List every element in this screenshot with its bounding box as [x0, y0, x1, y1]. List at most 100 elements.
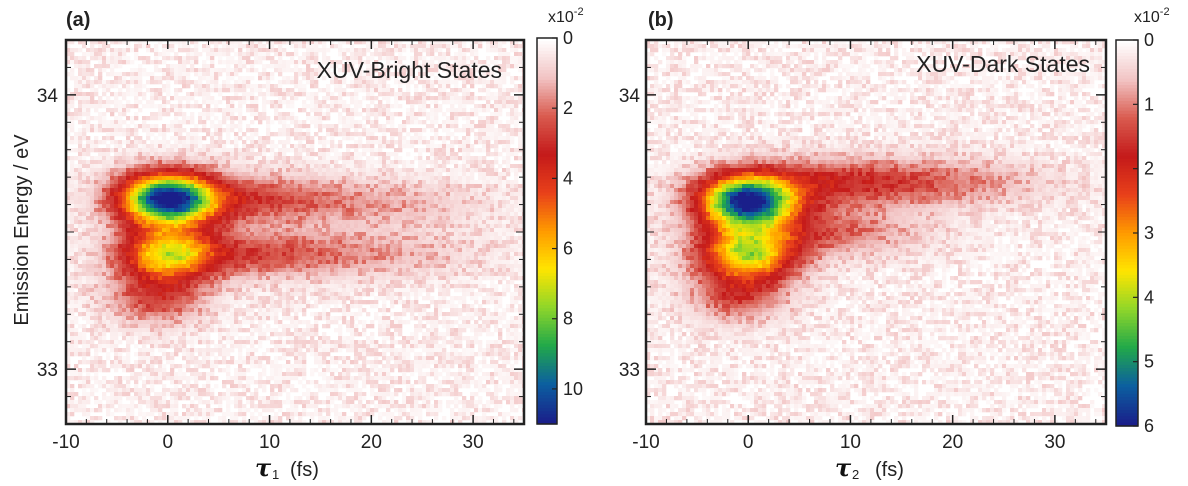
heatmap-cell	[474, 216, 479, 221]
heatmap-cell	[94, 104, 99, 109]
heatmap-cell	[346, 168, 351, 173]
heatmap-cell	[98, 140, 103, 145]
heatmap-cell	[438, 92, 443, 97]
heatmap-cell	[414, 196, 419, 201]
heatmap-cell	[270, 64, 275, 69]
heatmap-cell	[438, 48, 443, 53]
heatmap-cell	[358, 100, 363, 105]
heatmap-cell	[390, 128, 395, 133]
heatmap-cell	[218, 244, 223, 249]
heatmap-cell	[430, 188, 435, 193]
heatmap-cell	[286, 40, 291, 45]
heatmap-cell	[98, 184, 103, 189]
heatmap-cell	[506, 136, 511, 141]
heatmap-cell	[514, 220, 519, 225]
heatmap-cell	[406, 168, 411, 173]
heatmap-cell	[222, 88, 227, 93]
heatmap-cell	[226, 164, 231, 169]
heatmap-cell	[238, 104, 243, 109]
heatmap-cell	[178, 148, 183, 153]
heatmap-cell	[386, 56, 391, 61]
heatmap-cell	[354, 204, 359, 209]
heatmap-cell	[394, 240, 399, 245]
heatmap-cell	[278, 188, 283, 193]
heatmap-cell	[254, 152, 259, 157]
heatmap-cell	[418, 208, 423, 213]
heatmap-cell	[90, 100, 95, 105]
heatmap-cell	[278, 64, 283, 69]
heatmap-cell	[134, 88, 139, 93]
heatmap-cell	[186, 152, 191, 157]
heatmap-cell	[146, 72, 151, 77]
heatmap-cell	[90, 236, 95, 241]
heatmap-cell	[146, 168, 151, 173]
heatmap-cell	[114, 140, 119, 145]
heatmap-cell	[390, 120, 395, 125]
heatmap-cell	[74, 176, 79, 181]
heatmap-cell	[494, 144, 499, 149]
heatmap-cell	[150, 116, 155, 121]
heatmap-cell	[206, 128, 211, 133]
heatmap-cell	[438, 172, 443, 177]
heatmap-cell	[414, 116, 419, 121]
heatmap-cell	[238, 116, 243, 121]
heatmap-cell	[418, 136, 423, 141]
heatmap-cell	[74, 156, 79, 161]
heatmap-cell	[230, 200, 235, 205]
heatmap-cell	[370, 72, 375, 77]
heatmap-cell	[314, 80, 319, 85]
heatmap-cell	[498, 172, 503, 177]
heatmap-cell	[518, 56, 523, 61]
heatmap-cell	[250, 52, 255, 57]
heatmap-cell	[354, 140, 359, 145]
heatmap-cell	[110, 84, 115, 89]
heatmap-cell	[442, 80, 447, 85]
heatmap-cell	[262, 136, 267, 141]
heatmap-cell	[214, 180, 219, 185]
heatmap-cell	[518, 136, 523, 141]
heatmap-cell	[266, 236, 271, 241]
heatmap-cell	[374, 204, 379, 209]
heatmap-cell	[110, 72, 115, 77]
heatmap-cell	[518, 204, 523, 209]
heatmap-cell	[430, 136, 435, 141]
heatmap-cell	[350, 152, 355, 157]
heatmap-cell	[338, 104, 343, 109]
heatmap-cell	[422, 184, 427, 189]
heatmap-cell	[442, 96, 447, 101]
heatmap-cell	[434, 184, 439, 189]
heatmap-cell	[518, 44, 523, 49]
heatmap-cell	[414, 60, 419, 65]
heatmap-cell	[390, 132, 395, 137]
heatmap-cell	[266, 136, 271, 141]
heatmap-cell	[462, 104, 467, 109]
heatmap-cell	[366, 112, 371, 117]
heatmap-cell	[510, 64, 515, 69]
heatmap-cell	[90, 220, 95, 225]
heatmap-cell	[210, 48, 215, 53]
heatmap-cell	[138, 124, 143, 129]
heatmap-cell	[410, 192, 415, 197]
heatmap-cell	[78, 216, 83, 221]
heatmap-cell	[406, 132, 411, 137]
heatmap-cell	[466, 100, 471, 105]
heatmap-cell	[386, 196, 391, 201]
heatmap-cell	[478, 176, 483, 181]
heatmap-cell	[506, 148, 511, 153]
heatmap-cell	[386, 144, 391, 149]
heatmap-cell	[442, 56, 447, 61]
heatmap-cell	[322, 172, 327, 177]
heatmap-cell	[186, 144, 191, 149]
heatmap-cell	[274, 100, 279, 105]
heatmap-cell	[242, 200, 247, 205]
heatmap-cell	[274, 160, 279, 165]
heatmap-cell	[334, 212, 339, 217]
heatmap-cell	[178, 56, 183, 61]
heatmap-cell	[238, 188, 243, 193]
heatmap-cell	[70, 40, 75, 45]
heatmap-cell	[106, 84, 111, 89]
heatmap-cell	[182, 208, 187, 213]
heatmap-cell	[202, 220, 207, 225]
heatmap-cell	[202, 156, 207, 161]
heatmap-cell	[298, 212, 303, 217]
